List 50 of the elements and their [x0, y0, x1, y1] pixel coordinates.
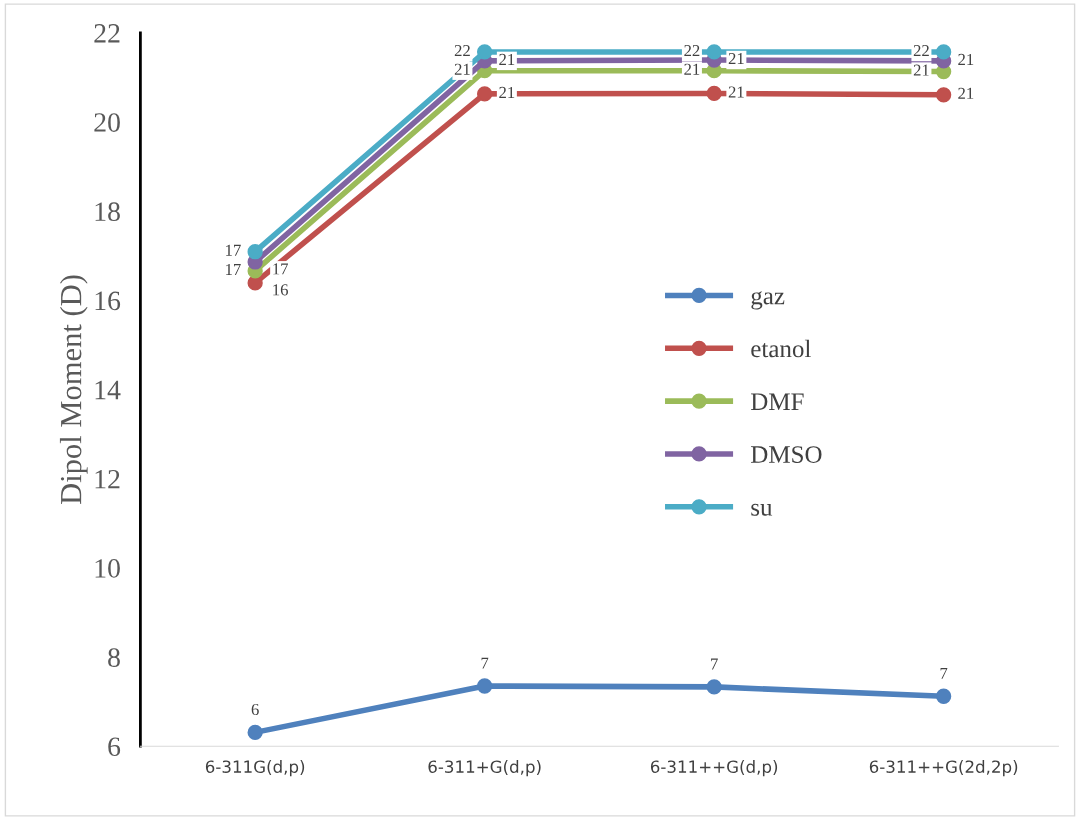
point	[706, 44, 722, 60]
x-tick-label: 6-311++G(d,p)	[650, 760, 778, 777]
data-label: 22	[454, 44, 470, 56]
data-label: 21	[728, 52, 744, 65]
point	[936, 44, 952, 60]
data-label: 21	[499, 53, 515, 65]
y-tick-label: 8	[108, 648, 120, 667]
data-label: 17	[226, 244, 241, 256]
y-tick-label: 18	[95, 202, 120, 222]
data-label: 22	[684, 44, 700, 56]
point	[477, 678, 493, 694]
data-label: 21	[958, 87, 974, 99]
point	[477, 86, 493, 102]
data-label: 17	[226, 263, 241, 275]
y-tick-label: 22	[94, 24, 120, 43]
legend-label: DMF	[751, 393, 804, 410]
data-label: 17	[273, 263, 288, 275]
y-axis-title: Dipol Moment (D)	[59, 275, 88, 505]
y-tick-label: 16	[95, 291, 121, 311]
y-tick-label: 6	[108, 737, 121, 757]
point	[706, 679, 722, 695]
legend-label: gaz	[751, 291, 785, 310]
data-label: 21	[913, 64, 929, 76]
point	[936, 87, 952, 103]
x-tick-label: 6-311G(d,p)	[205, 760, 305, 777]
x-tick-label: 6-311+G(d,p)	[428, 760, 541, 777]
data-label: 21	[684, 63, 700, 75]
y-tick-label: 14	[95, 380, 121, 400]
point	[247, 724, 263, 741]
data-label: 22	[913, 44, 929, 56]
data-label: 7	[940, 667, 948, 679]
y-tick-label: 12	[95, 469, 120, 489]
data-label: 16	[273, 284, 288, 296]
y-tick-label: 10	[95, 559, 120, 578]
data-label: 7	[481, 657, 489, 669]
point	[477, 44, 493, 60]
data-label: 21	[728, 86, 744, 98]
y-tick-label: 20	[94, 113, 120, 132]
legend-label: DMSO	[751, 446, 822, 463]
legend-label: etanol	[751, 339, 811, 358]
data-label: 21	[454, 63, 470, 75]
data-label: 6	[251, 703, 259, 716]
legend-label: su	[751, 503, 773, 516]
point	[936, 688, 952, 704]
point	[247, 244, 263, 260]
point	[706, 85, 722, 102]
x-tick-label: 6-311++G(2d,2p)	[869, 760, 1018, 777]
data-label: 21	[958, 53, 974, 65]
data-label: 7	[711, 658, 718, 670]
data-label: 21	[499, 86, 515, 98]
